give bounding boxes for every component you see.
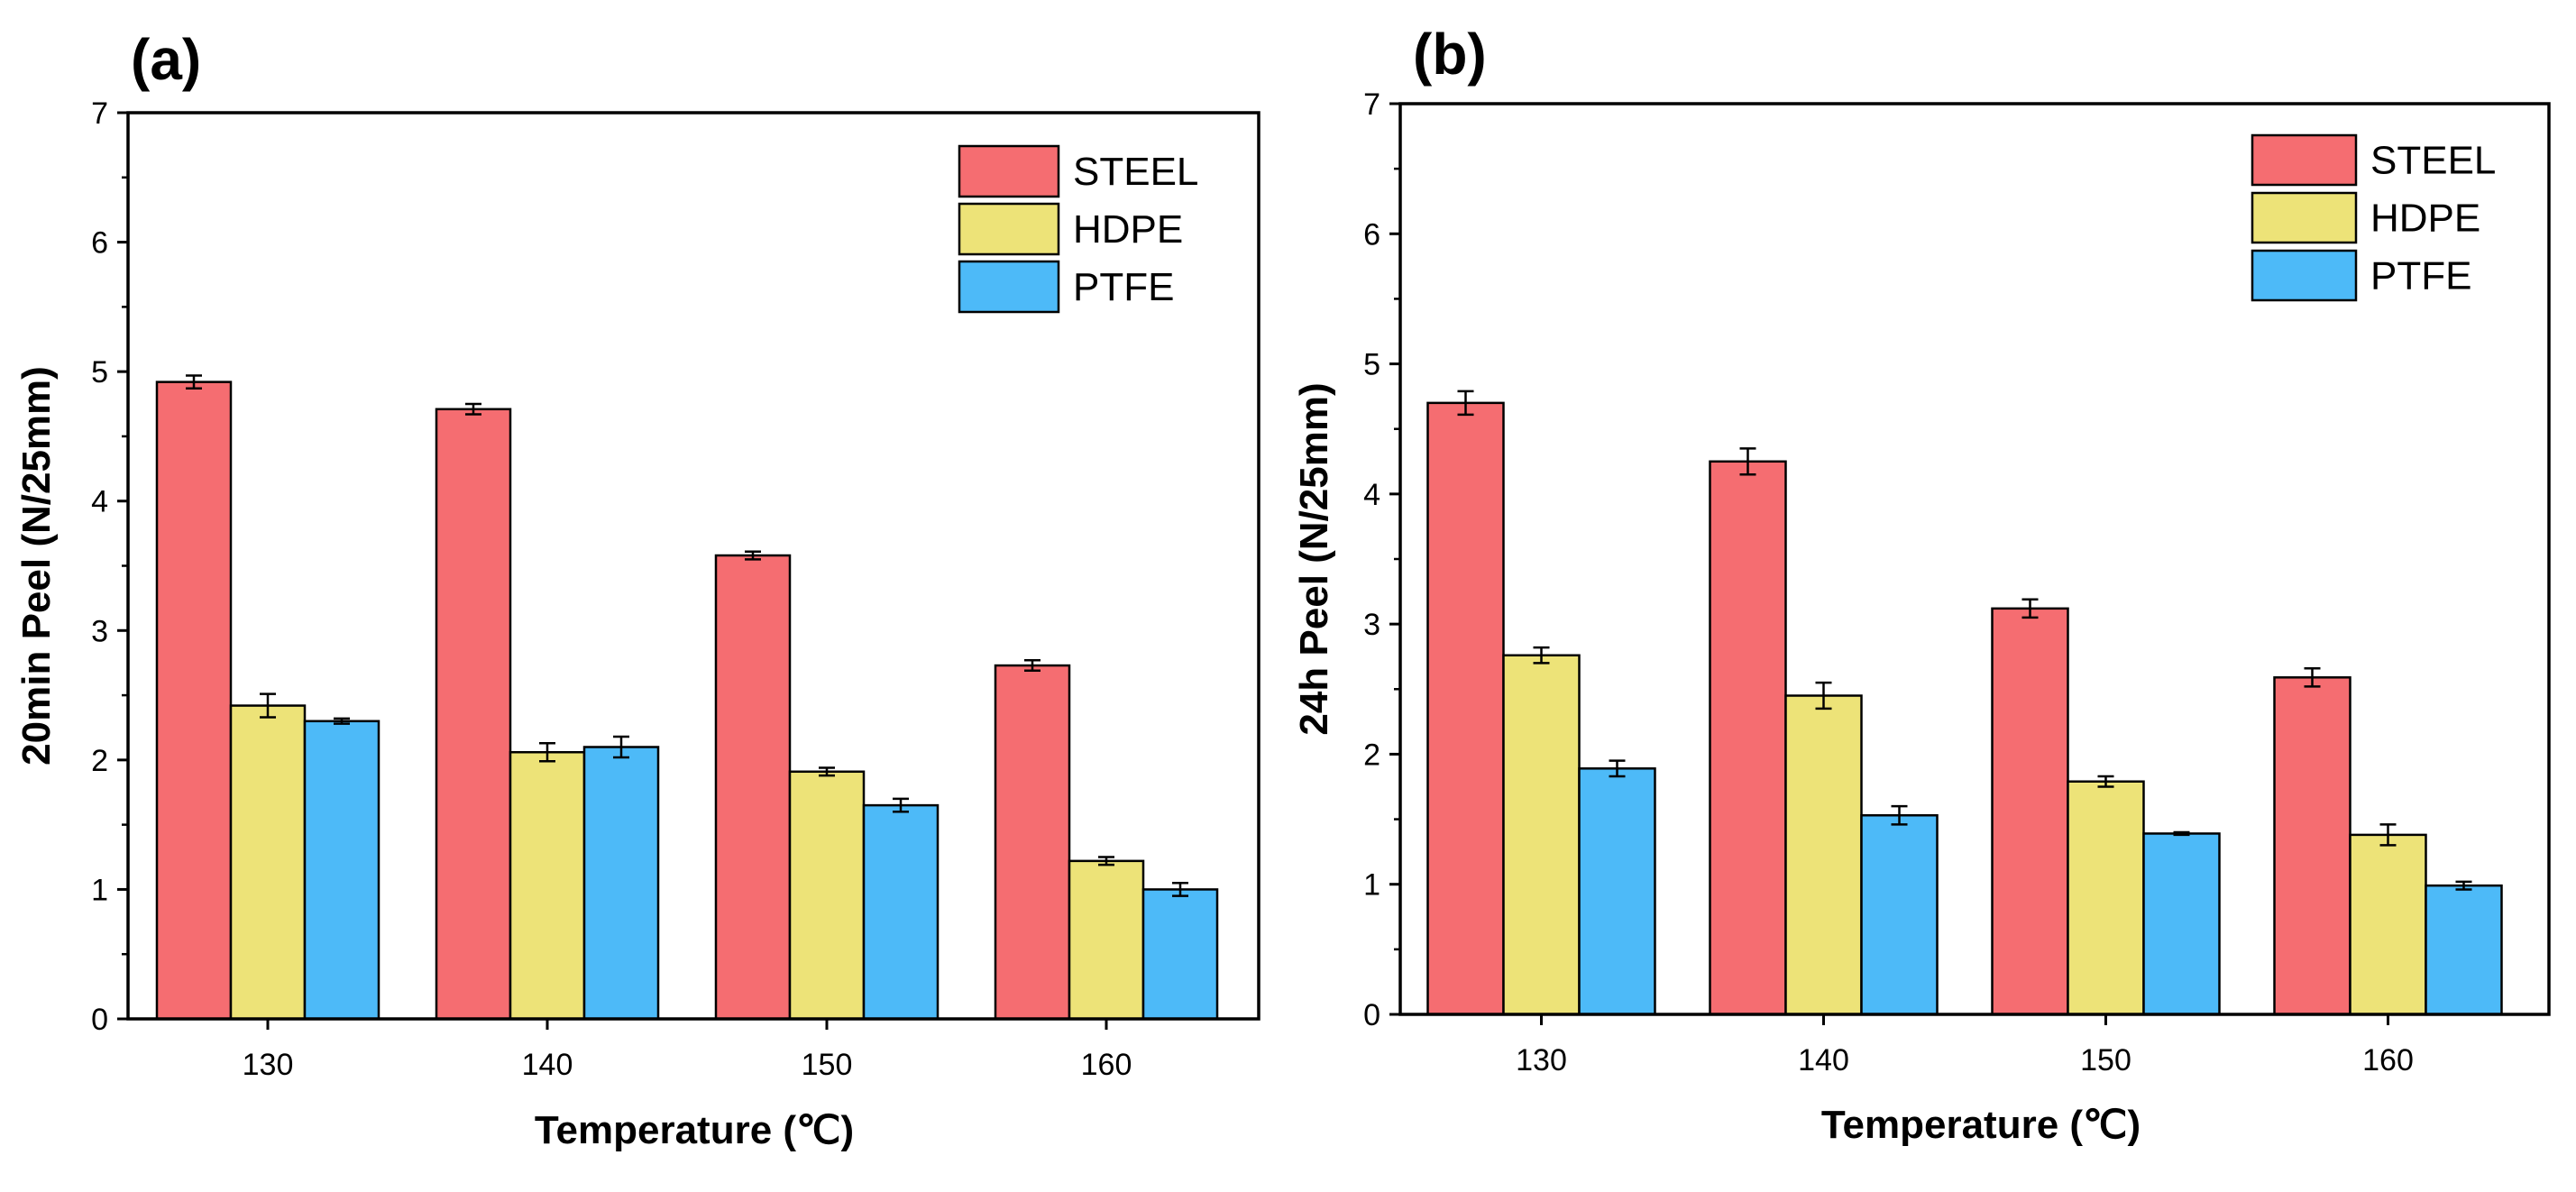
bar-steel-140	[435, 408, 512, 1021]
bar-ptfe-130	[303, 720, 380, 1021]
legend-label-ptfe: PTFE	[2370, 254, 2471, 298]
panel-a-legend: STEEL HDPE PTFE	[958, 144, 1198, 314]
bar-hdpe-140	[509, 750, 586, 1021]
error-bar-hdpe-140	[539, 741, 555, 763]
error-bar-ptfe-150	[893, 797, 909, 813]
panel-b-y-tick-label-5: 5	[1363, 348, 1380, 382]
bar-steel-150	[714, 554, 792, 1021]
error-bar-ptfe-130	[1609, 759, 1626, 778]
panel-b-x-tick-label-160: 160	[2362, 1043, 2414, 1077]
bar-ptfe-140	[582, 746, 660, 1021]
legend-swatch-hdpe	[2251, 191, 2358, 244]
error-bar-hdpe-130	[260, 692, 276, 719]
bar-hdpe-140	[1784, 694, 1863, 1016]
panel-a-x-tick-label-130: 130	[243, 1048, 294, 1082]
panel-a-y-tick-label-4: 4	[91, 485, 108, 519]
error-bar-ptfe-160	[2455, 880, 2472, 891]
panel-b-x-tick-label-130: 130	[1516, 1043, 1567, 1077]
error-bar-steel-130	[186, 374, 202, 390]
error-bar-steel-160	[1024, 659, 1040, 673]
panel-a-x-axis-title: Temperature (℃)	[535, 1108, 854, 1152]
error-bar-ptfe-140	[613, 735, 629, 759]
bar-steel-130	[1426, 401, 1505, 1016]
panel-b-x-tick-label-140: 140	[1798, 1043, 1849, 1077]
error-bar-hdpe-150	[2097, 775, 2114, 788]
bar-ptfe-150	[2142, 832, 2221, 1016]
error-bar-steel-150	[745, 550, 761, 561]
bar-hdpe-160	[2349, 833, 2427, 1016]
panel-b-x-tick-label-150: 150	[2080, 1043, 2131, 1077]
panel-a-y-tick-label-5: 5	[91, 355, 108, 390]
panel-a-label: (a)	[131, 27, 201, 92]
error-bar-ptfe-140	[1891, 804, 1908, 826]
panel-a-y-axis-title: 20min Peel (N/25mm)	[14, 366, 59, 766]
panel-b-y-tick-label-2: 2	[1363, 738, 1380, 772]
legend-swatch-ptfe	[958, 260, 1060, 314]
error-bar-ptfe-160	[1172, 882, 1188, 897]
bar-steel-160	[2273, 676, 2351, 1016]
error-bar-ptfe-130	[334, 717, 350, 725]
panel-b-y-tick-label-0: 0	[1363, 998, 1380, 1032]
legend-label-hdpe: HDPE	[1073, 207, 1183, 252]
legend-label-steel: STEEL	[1073, 150, 1198, 194]
panel-a-y-tick-label-6: 6	[91, 226, 108, 261]
error-bar-steel-140	[1739, 447, 1756, 476]
legend-label-steel: STEEL	[2370, 139, 2496, 183]
bar-hdpe-160	[1068, 859, 1145, 1021]
error-bar-hdpe-140	[1815, 681, 1832, 711]
panel-a-x-tick-label-160: 160	[1081, 1048, 1132, 1082]
chart-panel-b: (b) 0 1 2 3 4 5 6 7 130 140 150 160 Temperature (℃) 24…	[1292, 22, 2551, 1147]
error-bar-steel-160	[2304, 666, 2321, 688]
bar-hdpe-150	[2067, 780, 2145, 1016]
error-bar-hdpe-160	[1098, 856, 1114, 866]
panel-b-y-tick-label-4: 4	[1363, 478, 1380, 512]
error-bar-steel-150	[2021, 598, 2039, 619]
legend-swatch-hdpe	[958, 202, 1060, 256]
bar-ptfe-160	[2425, 884, 2503, 1016]
error-bar-hdpe-130	[1533, 646, 1550, 665]
panel-b-y-tick-label-1: 1	[1363, 868, 1380, 903]
panel-a-y-tick-label-0: 0	[91, 1003, 108, 1037]
bar-steel-150	[1991, 607, 2069, 1016]
panel-a-y-tick-label-3: 3	[91, 614, 108, 648]
panel-a-y-tick-label-1: 1	[91, 873, 108, 907]
bar-steel-140	[1709, 460, 1787, 1016]
chart-panel-a: (a) 0 1 2 3 4 5 6 7 130 140 150 160 Temperature (℃) 20…	[14, 27, 1260, 1152]
legend-label-hdpe: HDPE	[2370, 197, 2480, 241]
bar-hdpe-130	[229, 704, 307, 1021]
bar-hdpe-150	[788, 770, 866, 1021]
error-bar-hdpe-150	[819, 766, 835, 777]
panel-a-x-tick-label-150: 150	[802, 1048, 853, 1082]
bar-ptfe-130	[1578, 767, 1656, 1016]
panel-b-legend: STEEL HDPE PTFE	[2251, 133, 2496, 302]
bar-hdpe-130	[1502, 654, 1581, 1016]
panel-b-y-tick-label-7: 7	[1363, 87, 1380, 122]
bar-steel-160	[994, 664, 1071, 1021]
error-bar-steel-130	[1457, 390, 1474, 417]
bar-ptfe-160	[1141, 888, 1219, 1021]
bar-ptfe-140	[1860, 813, 1939, 1016]
legend-label-ptfe: PTFE	[1073, 265, 1174, 309]
panel-a-y-tick-label-7: 7	[91, 96, 108, 131]
bar-steel-130	[155, 381, 233, 1021]
error-bar-steel-140	[465, 402, 481, 416]
panel-b-y-tick-label-6: 6	[1363, 217, 1380, 252]
panel-b-y-tick-label-3: 3	[1363, 608, 1380, 642]
panel-b-x-axis-title: Temperature (℃)	[1821, 1103, 2141, 1147]
legend-swatch-steel	[958, 144, 1060, 198]
panel-b-y-axis-title: 24h Peel (N/25mm)	[1292, 382, 1336, 735]
panel-a-y-tick-label-2: 2	[91, 744, 108, 778]
error-bar-hdpe-160	[2379, 823, 2397, 847]
panel-a-x-tick-label-140: 140	[522, 1048, 573, 1082]
legend-swatch-ptfe	[2251, 249, 2358, 302]
panel-b-label: (b)	[1413, 22, 1487, 87]
error-bar-ptfe-150	[2173, 830, 2190, 837]
legend-swatch-steel	[2251, 133, 2358, 187]
bar-ptfe-150	[862, 803, 940, 1021]
